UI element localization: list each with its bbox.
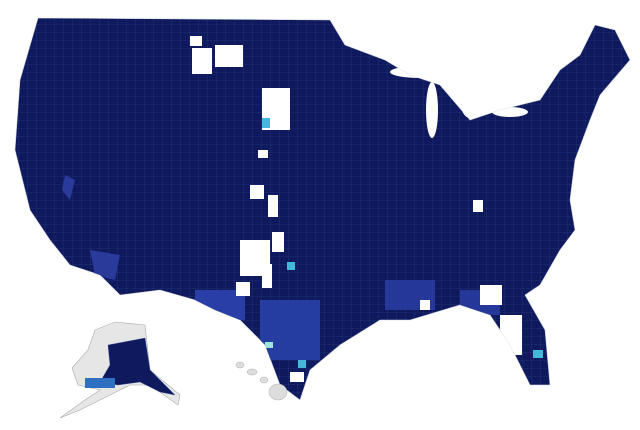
lake [426, 82, 438, 138]
island [268, 383, 288, 401]
patch [260, 300, 320, 360]
no-data-patches [190, 36, 522, 382]
patch [533, 350, 543, 358]
patch [473, 200, 483, 212]
patch [215, 45, 243, 67]
alaska-counties [99, 337, 176, 396]
high-value-patches [262, 118, 543, 368]
patch [236, 282, 250, 296]
lake [460, 82, 480, 118]
patch [62, 175, 75, 200]
island [235, 361, 245, 369]
patch [250, 185, 264, 199]
patch [265, 342, 273, 348]
patch [192, 48, 212, 74]
patch [190, 36, 202, 46]
patch [262, 264, 272, 288]
patch [258, 150, 268, 158]
patch [268, 195, 278, 217]
patch [420, 300, 430, 310]
patch [272, 232, 284, 252]
patch [262, 118, 270, 128]
hawaii [235, 361, 288, 401]
island [246, 368, 258, 376]
county-patches [62, 36, 543, 382]
patch [290, 372, 304, 382]
lake [390, 66, 450, 78]
patch [480, 285, 502, 305]
patch [298, 360, 306, 368]
island [259, 376, 269, 384]
alaska-patch [85, 378, 115, 388]
patch [90, 250, 120, 280]
lake [492, 107, 528, 117]
patch [287, 262, 295, 270]
